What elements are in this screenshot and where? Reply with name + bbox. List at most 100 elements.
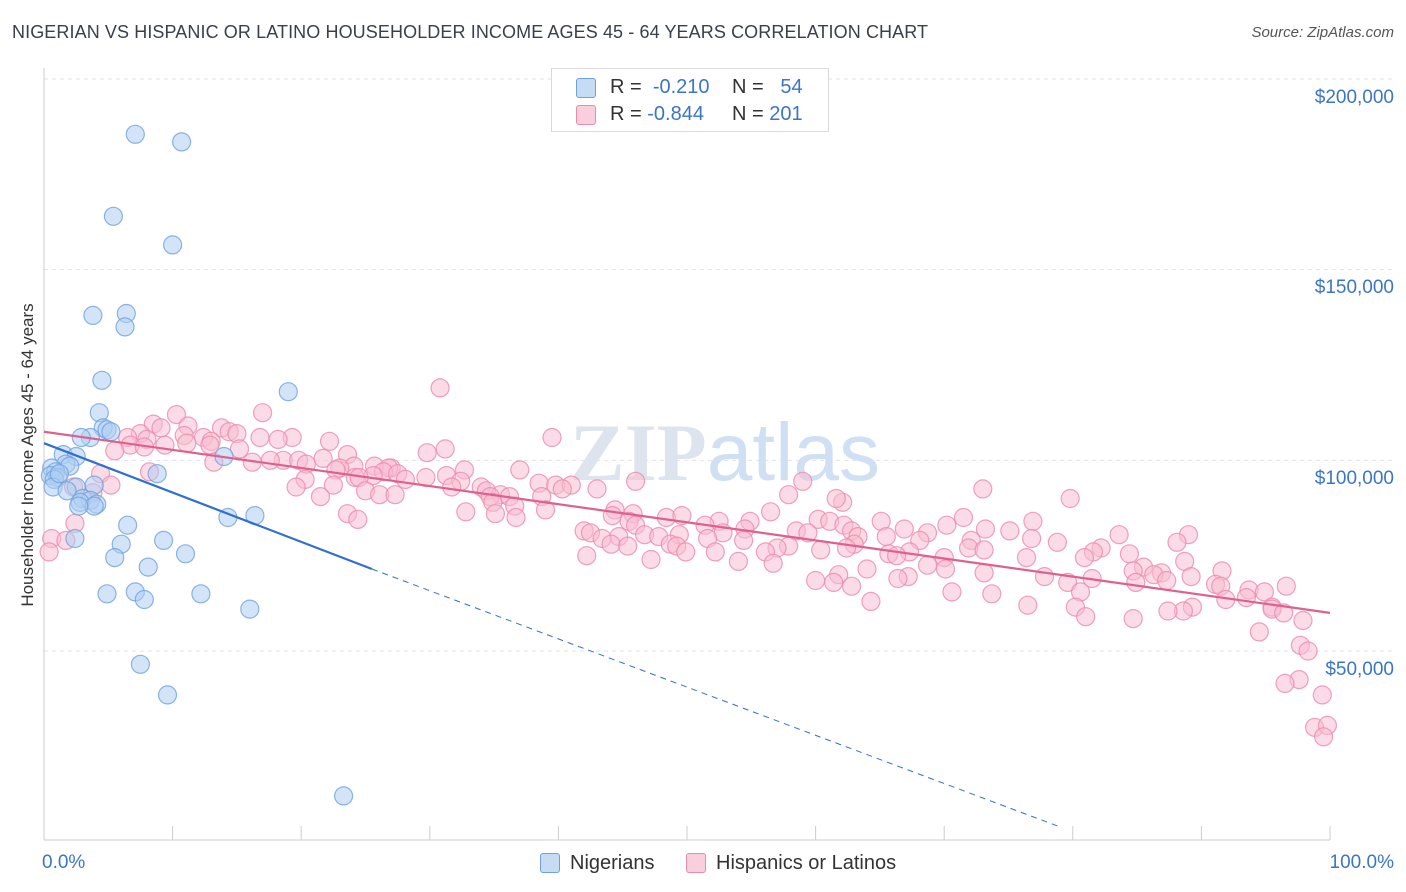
nigerians-point [105,547,125,568]
hispanics-swatch [576,105,596,125]
hispanics-point [286,477,306,497]
hispanics-point [1167,532,1187,552]
n-stat: N = 201 [732,103,803,125]
hispanics-point [975,519,996,539]
hispanics-point [1034,566,1055,587]
legend-label: Hispanics or Latinos [716,852,897,874]
nigerians-point [125,124,145,144]
hispanics-point [395,469,415,489]
hispanics-point [1275,673,1295,694]
x-tick-label-min: 0.0% [42,852,86,873]
hispanics-point [535,500,556,520]
y-tick-label: $150,000 [1314,277,1394,298]
hispanics-point [861,591,881,612]
r-value: -0.210 [652,76,710,98]
hispanics-point [155,435,175,455]
hispanics-point [763,553,783,573]
n-value: 201 [769,103,803,125]
hispanics-point [728,551,749,572]
hispanics-point [805,570,826,591]
hispanics-point [601,534,621,554]
hispanics-point [577,546,597,566]
nigerians-point [69,496,89,516]
nigerians-point [172,132,192,152]
hispanics-point [348,509,368,530]
series-legend: Nigerians Hispanics or Latinos [540,852,940,878]
nigerians-point [138,557,158,577]
hispanics-point [250,427,270,448]
y-tick-label: $200,000 [1314,87,1394,108]
stats-row-hispanics: R = -0.844 N = 201 [552,101,828,127]
hispanics-points [39,378,1338,747]
hispanics-point [886,546,907,566]
hispanics-point [166,405,187,425]
nigerians-point [163,235,183,255]
hispanics-swatch [686,853,706,873]
hispanics-point [811,540,831,560]
nigerians-point [49,464,70,484]
hispanics-point [1293,610,1313,631]
nigerians-point [101,422,121,442]
n-value: 54 [780,76,803,98]
hispanics-point [485,504,505,524]
hispanics-point [917,555,938,575]
hispanics-point [1016,547,1037,568]
hispanics-point [982,584,1002,604]
hispanics-point [430,378,450,398]
nigerians-points [40,124,354,806]
hispanics-point [39,542,59,562]
legend-label: Nigerians [570,852,655,874]
hispanics-point [385,485,405,505]
hispanics-point [1060,488,1080,509]
hispanics-point [602,505,623,526]
nigerians-point [130,654,150,674]
nigerians-point [97,584,117,604]
nigerians-point [191,584,211,604]
hispanics-point [937,515,957,535]
y-tick-label: $50,000 [1325,659,1394,680]
hispanics-point [733,530,754,551]
hispanics-point [974,540,994,560]
hispanics-point [310,487,331,507]
hispanics-point [1249,622,1269,642]
hispanics-point [323,475,343,495]
watermark: ZIPatlas [570,407,880,498]
hispanics-point [935,559,956,579]
hispanics-point [1274,603,1294,623]
nigerians-point [154,530,174,551]
hispanics-point [1119,544,1140,564]
hispanics-point [229,439,250,459]
r-stat: R = -0.210 [610,76,710,98]
hispanics-point [1276,576,1296,596]
nigerians-point [117,515,138,535]
hispanics-point [618,536,638,556]
hispanics-point [542,427,562,448]
hispanics-point [442,477,462,497]
hispanics-point [942,582,962,602]
hispanics-point [953,507,974,528]
nigerians-point [157,685,178,705]
hispanics-point [1254,582,1275,602]
nigerians-point [115,317,135,337]
trend-lines [43,430,1331,827]
y-tick-label: $100,000 [1314,468,1394,489]
nigerians-point [175,544,196,564]
hispanics-point [435,439,455,459]
nigerians-point [83,305,103,325]
hispanics-point [1000,521,1020,541]
hispanics-point [823,572,844,593]
hispanics-point [857,559,877,579]
hispanics-point [841,576,862,596]
hispanics-point [260,450,280,470]
hispanics-point [253,403,273,423]
hispanics-point [836,538,857,558]
hispanics-point [552,479,572,499]
hispanics-point [319,431,340,451]
hispanics-trend-line [43,430,1331,614]
nigerians-swatch [576,78,596,98]
nigerians-point [65,528,85,549]
nigerians-point [334,786,354,806]
hispanics-point [826,488,846,509]
hispanics-point [1047,532,1068,552]
